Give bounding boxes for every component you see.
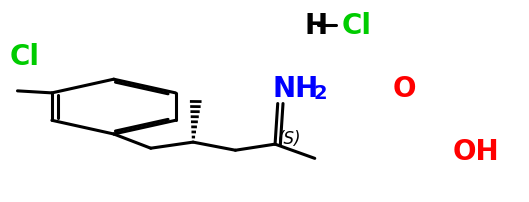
Text: Cl: Cl: [10, 43, 40, 70]
Text: OH: OH: [453, 138, 499, 165]
Text: O: O: [393, 75, 416, 103]
Text: (S): (S): [278, 129, 302, 147]
Text: 2: 2: [314, 84, 327, 103]
Text: H: H: [304, 12, 327, 40]
Text: NH: NH: [272, 75, 318, 103]
Text: Cl: Cl: [341, 12, 371, 40]
